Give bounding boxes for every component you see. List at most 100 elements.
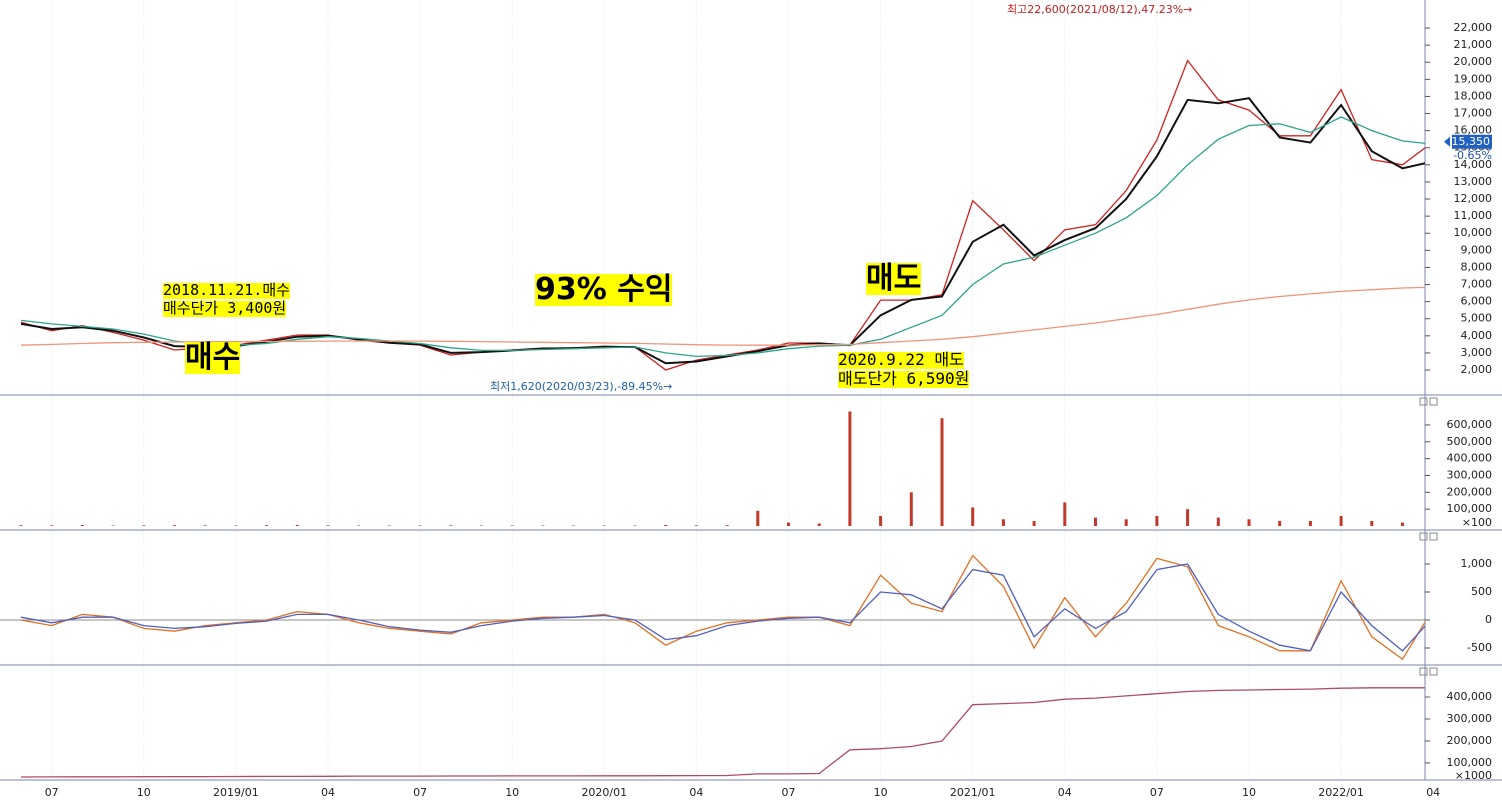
volume-bar [1186,509,1190,526]
y-tick-label: 6,000 [1461,295,1493,308]
volume-bar [1247,519,1251,526]
y-tick-label: 7,000 [1461,278,1493,291]
y-tick-label: 11,000 [1454,209,1493,222]
volume-bar [971,507,975,526]
unit-label: ×100 [1462,516,1492,529]
volume-bar [940,418,944,526]
annotation-box: 2020.9.22 매도 [838,350,964,369]
annotation-box: 93% 수익 [535,272,673,307]
volume-bar [1278,520,1282,526]
x-tick-label: 07 [782,786,796,799]
y-tick-label: 1,000 [1461,557,1493,570]
y-tick-label: 100,000 [1447,502,1493,515]
volume-bar [1001,519,1005,526]
x-tick-label: 07 [1150,786,1164,799]
volume-bar [295,524,299,526]
y-tick-label: 16,000 [1454,124,1493,137]
annotation-box: 매수단가 3,400원 [163,299,287,317]
volume-bar [1308,520,1312,526]
volume-bar [1370,520,1374,526]
y-tick-label: 200,000 [1447,734,1493,747]
volume-bar [787,522,790,526]
y-tick-label: 0 [1485,613,1492,626]
volume-bar [1155,515,1159,526]
volume-bar [1063,502,1067,526]
x-tick-label: 07 [413,786,427,799]
y-tick-label: -500 [1467,641,1492,654]
volume-bar [19,525,23,526]
volume-bar [203,525,207,526]
y-tick-label: 400,000 [1447,690,1493,703]
volume-bar [50,525,54,526]
volume-bar [418,525,422,526]
y-tick-label: 22,000 [1454,21,1493,34]
series-line [20,97,1425,365]
change-label: -0.65% [1453,149,1492,162]
series-line [20,687,1425,778]
low-annotation: 최저1,620(2020/03/23),-89.45%→ [490,380,672,393]
y-tick-label: 17,000 [1454,107,1493,120]
y-tick-label: 10,000 [1454,226,1493,239]
series-line [20,286,1425,346]
plot-area [0,0,1425,780]
y-tick-label: 13,000 [1454,175,1493,188]
series-line [20,554,1425,661]
volume-bar [510,525,514,526]
y-tick-label: 400,000 [1447,452,1493,465]
volume-bar [111,525,115,526]
volume-bar [1032,520,1036,526]
y-tick-label: 19,000 [1454,72,1493,85]
x-tick-label: 04 [321,786,335,799]
x-tick-label: 07 [45,786,59,799]
volume-bar [633,525,637,526]
y-tick-label: 20,000 [1454,55,1493,68]
volume-bar [1339,515,1343,526]
high-annotation: 최고22,600(2021/08/12),47.23%→ [1007,3,1192,16]
y-tick-label: 600,000 [1447,418,1493,431]
x-tick-label: 2020/01 [581,786,627,799]
y-tick-label: 8,000 [1461,260,1493,273]
volume-bar [387,525,391,526]
volume-bar [725,525,729,526]
y-tick-label: 500,000 [1447,435,1493,448]
y-tick-label: 12,000 [1454,192,1493,205]
annotation-box: 매수 [185,340,241,375]
volume-bar [817,523,821,526]
volume-bar [664,524,668,526]
y-tick-label: 500 [1471,585,1492,598]
volume-bar [572,525,576,526]
volume-bar [879,515,883,526]
y-tick-label: 300,000 [1447,712,1493,725]
y-tick-label: 5,000 [1461,312,1493,325]
y-tick-label: 3,000 [1461,346,1493,359]
volume-bar [234,525,238,526]
volume-bar [909,492,913,526]
y-tick-label: 18,000 [1454,89,1493,102]
volume-bar [541,525,545,526]
series-line [20,116,1425,358]
x-tick-label: 10 [1242,786,1256,799]
y-tick-label: 14,000 [1454,158,1493,171]
volume-bar [602,525,606,526]
last-price-arrow [1444,136,1450,147]
x-tick-label: 04 [1426,786,1440,799]
annotation-box: 매도 [866,261,922,296]
volume-bar [449,525,453,526]
volume-bar [80,524,84,526]
volume-bar [1124,519,1128,526]
y-tick-label: 300,000 [1447,468,1493,481]
x-tick-label: 2022/01 [1318,786,1364,799]
y-tick-label: 4,000 [1461,329,1493,342]
volume-bar [357,525,361,526]
volume-bar [480,525,483,526]
last-price-marker [1452,134,1492,149]
last-price-label: 15,350 [1452,135,1491,148]
volume-bar [142,525,146,526]
x-tick-label: 10 [874,786,888,799]
annotation-box: 2018.11.21.매수 [163,281,290,299]
y-tick-label: 100,000 [1447,756,1493,769]
x-tick-label: 04 [689,786,703,799]
volume-bar [1216,517,1220,526]
